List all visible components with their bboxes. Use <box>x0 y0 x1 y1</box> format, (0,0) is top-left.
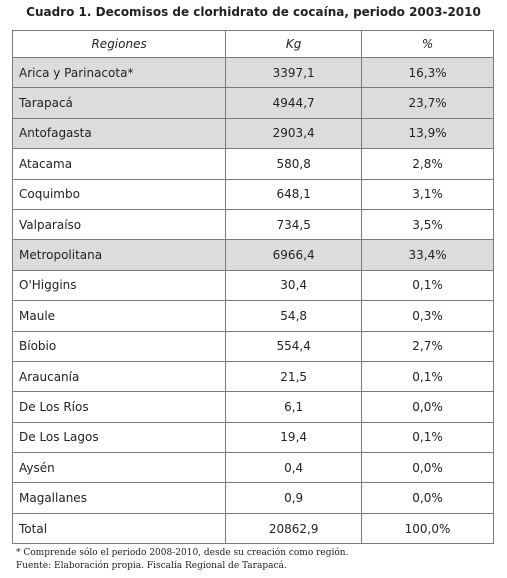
table-row: Araucanía 21,5 0,1% <box>11 360 494 393</box>
value-cell: 0,1% <box>361 269 494 302</box>
region-cell: Magallanes <box>11 482 227 514</box>
footnote: * Comprende sólo el periodo 2008-2010, d… <box>16 548 349 558</box>
table-row: Tarapacá 4944,7 23,7% <box>11 87 494 119</box>
region-cell: O'Higgins <box>11 269 227 302</box>
value-cell: 648,1 <box>225 178 363 210</box>
region-cell: Bíobio <box>11 330 227 362</box>
value-cell: 734,5 <box>225 208 363 241</box>
value-cell: 2,7% <box>361 330 494 362</box>
value-cell: 554,4 <box>225 330 363 362</box>
value-cell: 0,0% <box>361 482 494 514</box>
value-cell: 13,9% <box>361 117 494 150</box>
value-cell: 580,8 <box>225 148 363 180</box>
table-row: Antofagasta 2903,4 13,9% <box>11 117 494 150</box>
value-cell: 6966,4 <box>225 239 363 271</box>
table-row: Atacama 580,8 2,8% <box>11 148 494 180</box>
region-cell: Tarapacá <box>11 87 227 119</box>
value-cell: 21,5 <box>225 360 363 393</box>
data-table: Regiones Kg% Arica y Parinacota* 3397,1 16,… <box>11 30 494 545</box>
value-cell: 2903,4 <box>225 117 363 150</box>
value-cell: 0,9 <box>225 482 363 514</box>
value-cell: 0,0% <box>361 391 494 423</box>
region-cell: Valparaíso <box>11 208 227 241</box>
value-cell: 19,4 <box>225 421 363 454</box>
table-title: Cuadro 1. Decomisos de clorhidrato de co… <box>26 5 481 19</box>
column-header: % <box>361 30 494 58</box>
value-cell: 2,8% <box>361 148 494 180</box>
table-row: Coquimbo 648,1 3,1% <box>11 178 494 210</box>
table-row: Magallanes 0,9 0,0% <box>11 482 494 514</box>
region-cell: De Los Ríos <box>11 391 227 423</box>
value-cell: 4944,7 <box>225 87 363 119</box>
region-cell: Maule <box>11 300 227 332</box>
region-cell: Aysén <box>11 452 227 484</box>
column-header: Kg <box>225 30 363 58</box>
value-cell: 54,8 <box>225 300 363 332</box>
table-row: O'Higgins 30,4 0,1% <box>11 269 494 302</box>
region-cell: De Los Lagos <box>11 421 227 454</box>
value-cell: 3,1% <box>361 178 494 210</box>
value-cell: 0,4 <box>225 452 363 484</box>
value-cell: 3397,1 <box>225 56 363 89</box>
region-cell: Atacama <box>11 148 227 180</box>
table-row: Valparaíso 734,5 3,5% <box>11 208 494 241</box>
value-cell: 33,4% <box>361 239 494 271</box>
table-row: Bíobio 554,4 2,7% <box>11 330 494 362</box>
region-cell: Arica y Parinacota* <box>11 56 227 89</box>
value-cell: 3,5% <box>361 208 494 241</box>
value-cell: 0,1% <box>361 360 494 393</box>
value-cell: 100,0% <box>361 512 494 545</box>
value-cell: 0,0% <box>361 452 494 484</box>
value-cell: 30,4 <box>225 269 363 302</box>
value-cell: 6,1 <box>225 391 363 423</box>
table-row: De Los Ríos 6,1 0,0% <box>11 391 494 423</box>
column-header: Regiones <box>11 30 227 58</box>
header-row: Regiones Kg% <box>11 30 494 58</box>
table-row: Maule 54,8 0,3% <box>11 300 494 332</box>
value-cell: 23,7% <box>361 87 494 119</box>
region-cell: Metropolitana <box>11 239 227 271</box>
table-row: Total 20862,9 100,0% <box>11 512 494 545</box>
footnotes: * Comprende sólo el periodo 2008-2010, d… <box>16 547 348 573</box>
region-cell: Total <box>11 512 227 545</box>
value-cell: 0,3% <box>361 300 494 332</box>
table-row: De Los Lagos 19,4 0,1% <box>11 421 494 454</box>
value-cell: 20862,9 <box>225 512 363 545</box>
region-cell: Araucanía <box>11 360 227 393</box>
region-cell: Coquimbo <box>11 178 227 210</box>
table-row: Arica y Parinacota* 3397,1 16,3% <box>11 56 494 89</box>
table-row: Metropolitana 6966,4 33,4% <box>11 239 494 271</box>
value-cell: 0,1% <box>361 421 494 454</box>
table-row: Aysén 0,4 0,0% <box>11 452 494 484</box>
value-cell: 16,3% <box>361 56 494 89</box>
region-cell: Antofagasta <box>11 117 227 150</box>
footnote: Fuente: Elaboración propia. Fiscalía Reg… <box>16 561 287 571</box>
